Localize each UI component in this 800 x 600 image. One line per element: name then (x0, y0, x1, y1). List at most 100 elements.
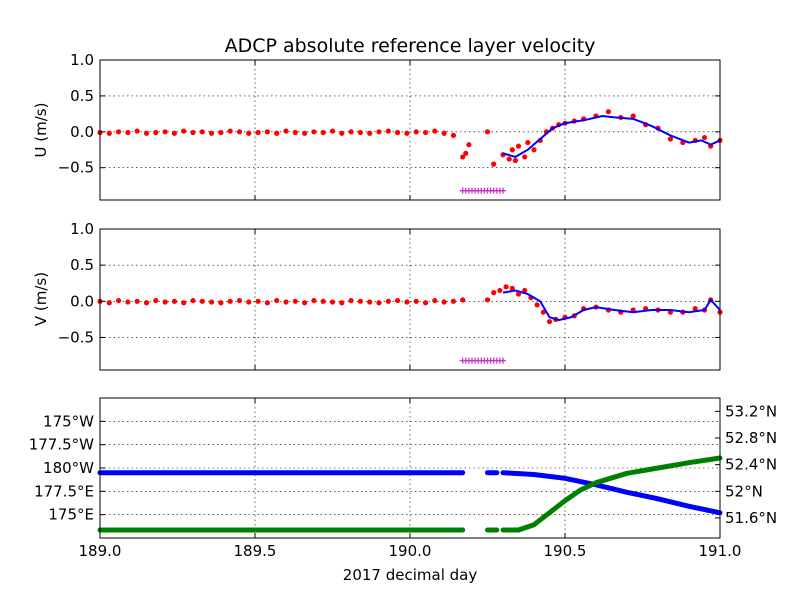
velocity-point (509, 285, 515, 291)
velocity-point (292, 298, 298, 304)
velocity-point (503, 284, 509, 290)
velocity-point (320, 129, 326, 136)
velocity-point (395, 129, 401, 136)
velocity-point (181, 300, 187, 306)
longitude-tick-label: 177.5°W (29, 436, 94, 454)
velocity-point (701, 134, 708, 141)
velocity-point (484, 129, 491, 135)
velocity-point (357, 129, 363, 136)
velocity-point (153, 297, 159, 304)
smoothed-line (502, 114, 721, 158)
velocity-point (171, 130, 177, 136)
velocity-point (329, 128, 336, 134)
velocity-point (525, 139, 531, 146)
velocity-point (348, 297, 354, 304)
velocity-point (264, 129, 270, 135)
velocity-point (134, 298, 140, 304)
velocity-point (348, 129, 354, 135)
velocity-point (274, 130, 280, 136)
velocity-point (491, 161, 497, 167)
x-tick-label: 189.0 (79, 542, 122, 560)
velocity-point (667, 136, 674, 142)
velocity-point (302, 130, 308, 136)
velocity-point (255, 298, 261, 304)
velocity-point (395, 297, 401, 304)
velocity-point (236, 297, 243, 304)
velocity-point (515, 143, 522, 149)
velocity-point (466, 142, 472, 148)
latitude-tick-label: 51.6°N (725, 509, 777, 527)
velocity-point (311, 297, 317, 304)
velocity-point (181, 128, 187, 134)
y-tick-label: 0.5 (70, 87, 94, 105)
velocity-point (506, 156, 512, 162)
velocity-point (106, 130, 112, 136)
velocity-point (376, 129, 382, 135)
panel-position-ticks: 175°E 177.5°E 180°W 177.5°W 175°W 51.6°N 52°N 5… (29, 398, 777, 560)
velocity-point (162, 299, 168, 305)
velocity-point (292, 129, 298, 136)
panel-u-ticks: 1.0 0.5 0.0 −0.5 (58, 51, 721, 200)
velocity-point (264, 300, 270, 306)
velocity-point (320, 298, 326, 304)
velocity-point (339, 300, 345, 306)
velocity-point (422, 300, 429, 306)
velocity-point (450, 132, 456, 138)
velocity-point (413, 129, 419, 135)
longitude-tick-label: 177.5°E (34, 482, 94, 500)
velocity-point (367, 299, 373, 305)
x-tick-label: 190.0 (389, 542, 432, 560)
velocity-point (199, 298, 205, 304)
velocity-point (441, 299, 447, 305)
panel-position-grid (100, 398, 720, 538)
panel-v: 1.0 0.5 0.0 −0.5 V (m/s) (32, 220, 723, 371)
velocity-point (509, 147, 515, 153)
velocity-point (106, 300, 112, 306)
longitude-tick-label: 175°E (48, 506, 94, 524)
velocity-point (116, 129, 122, 135)
velocity-point (460, 297, 466, 303)
velocity-point (339, 130, 345, 136)
panel-v-grid (100, 229, 720, 370)
y-tick-label: 1.0 (70, 220, 94, 238)
panel-u-data (97, 109, 723, 194)
latitude-tick-label: 52°N (725, 482, 763, 500)
y-tick-label: −0.5 (58, 159, 94, 177)
panel-u-grid (100, 60, 720, 200)
velocity-point (311, 129, 317, 135)
x-tick-label: 191.0 (699, 542, 742, 560)
velocity-point (199, 129, 205, 135)
velocity-point (171, 298, 177, 304)
velocity-point (246, 130, 252, 136)
velocity-point (404, 130, 410, 136)
velocity-point (329, 299, 336, 305)
flag-marker (500, 187, 506, 194)
velocity-point (209, 299, 215, 305)
smoothed-line (502, 289, 721, 322)
velocity-point (283, 299, 289, 305)
velocity-point (484, 297, 491, 303)
velocity-point (162, 129, 168, 135)
latitude-tick-label: 52.4°N (725, 456, 777, 474)
y-tick-label: 0.0 (70, 292, 94, 310)
velocity-point (534, 302, 540, 308)
longitude-tick-label: 180°W (43, 459, 94, 477)
velocity-point (190, 297, 196, 304)
velocity-point (385, 298, 391, 304)
x-axis-label: 2017 decimal day (343, 566, 478, 584)
panel-v-ticks: 1.0 0.5 0.0 −0.5 (58, 220, 721, 370)
velocity-point (218, 129, 224, 136)
velocity-point (255, 129, 261, 136)
velocity-point (522, 154, 528, 160)
velocity-point (432, 128, 438, 134)
velocity-point (450, 298, 456, 304)
chart-title: ADCP absolute reference layer velocity (225, 35, 596, 57)
velocity-point (227, 298, 233, 304)
velocity-point (605, 109, 612, 115)
velocity-point (497, 287, 503, 294)
velocity-point (302, 300, 308, 306)
panel-position-data (97, 455, 723, 533)
velocity-point (209, 130, 215, 136)
velocity-point (540, 309, 546, 315)
